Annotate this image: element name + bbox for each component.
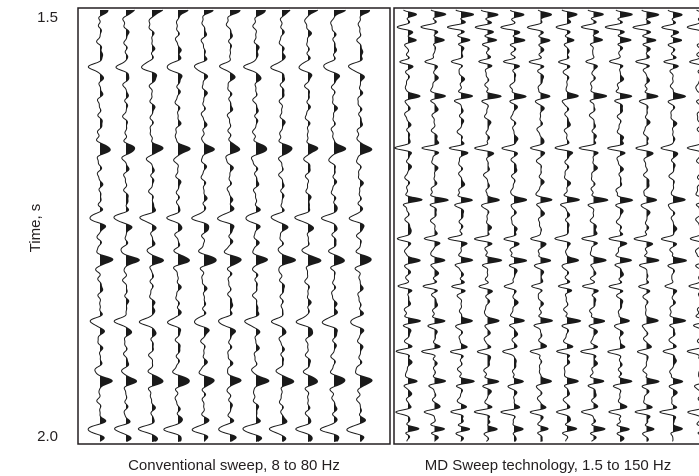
seismic-trace-fill bbox=[230, 10, 242, 442]
panel-frames bbox=[77, 7, 699, 445]
seismic-trace-fill bbox=[308, 10, 321, 442]
panel-frame-md-sweep bbox=[393, 7, 699, 445]
seismic-trace bbox=[686, 9, 699, 435]
seismic-trace bbox=[446, 9, 475, 442]
seismic-trace bbox=[191, 9, 217, 442]
seismic-trace bbox=[604, 9, 634, 442]
panel-title-conventional: Conventional sweep, 8 to 80 Hz bbox=[128, 457, 340, 474]
seismic-trace bbox=[500, 9, 528, 442]
seismic-trace-fill bbox=[540, 10, 553, 442]
y-tick-label-top: 1.5 bbox=[37, 9, 58, 26]
seismic-trace bbox=[163, 9, 191, 442]
seismic-trace-fill bbox=[673, 10, 687, 442]
seismic-trace-fill bbox=[408, 10, 422, 442]
seismic-trace-fill bbox=[646, 10, 659, 442]
seismic-trace-fill bbox=[204, 10, 217, 442]
seismic-trace-fill bbox=[567, 10, 581, 442]
seismic-trace-fill bbox=[620, 10, 633, 442]
seismic-trace bbox=[632, 9, 660, 442]
panel-title-md-sweep: MD Sweep technology, 1.5 to 150 Hz bbox=[425, 457, 672, 474]
seismic-trace-fill bbox=[126, 10, 140, 442]
seismic-trace-fill bbox=[334, 10, 346, 442]
seismic-trace bbox=[346, 9, 373, 442]
seismic-trace bbox=[319, 9, 347, 442]
seismic-trace bbox=[217, 9, 242, 442]
seismic-trace-fill bbox=[256, 10, 269, 442]
seismic-trace-fill bbox=[434, 10, 449, 442]
seismic-trace bbox=[113, 9, 140, 442]
seismic-trace-fill bbox=[100, 10, 113, 442]
seismic-trace-fill bbox=[461, 10, 475, 442]
seismic-trace-fill bbox=[593, 10, 608, 442]
seismic-trace-fill bbox=[152, 10, 164, 442]
seismic-trace bbox=[268, 9, 296, 442]
traces-md-sweep bbox=[394, 9, 699, 442]
seismic-trace bbox=[87, 10, 114, 442]
seismic-trace-fill bbox=[360, 10, 373, 442]
panel-frame-conventional bbox=[77, 7, 391, 445]
seismic-trace-fill bbox=[282, 10, 296, 442]
traces-conventional bbox=[87, 9, 373, 442]
seismic-trace-fill bbox=[487, 10, 502, 442]
seismic-trace bbox=[242, 9, 270, 442]
seismic-trace bbox=[294, 9, 322, 442]
seismic-trace bbox=[420, 9, 449, 442]
y-tick-label-bottom: 2.0 bbox=[37, 428, 58, 445]
seismic-trace bbox=[526, 9, 554, 442]
seismic-trace bbox=[137, 9, 165, 442]
y-axis-title: Time, s bbox=[27, 204, 44, 253]
seismic-trace-fill bbox=[178, 10, 191, 442]
seismic-trace-fill bbox=[514, 10, 527, 442]
